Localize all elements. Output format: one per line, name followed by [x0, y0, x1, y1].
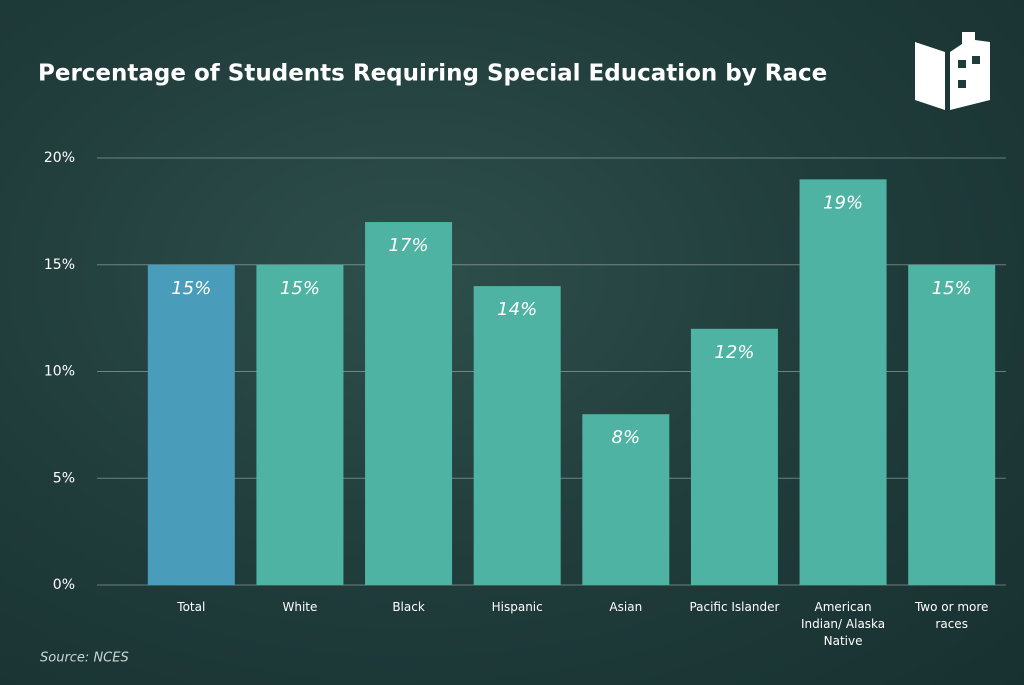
source: Source: NCES [40, 651, 129, 666]
y-tick-label: 0% [53, 577, 75, 593]
bar [365, 222, 453, 586]
x-tick-label: Hispanic [491, 600, 543, 614]
bar [799, 179, 887, 585]
logo [915, 32, 990, 110]
x-tick-label: Black [392, 600, 425, 614]
value-label: 12% [714, 342, 754, 363]
x-tick-label: Pacific Islander [689, 600, 780, 614]
value-label: 14% [497, 299, 537, 320]
x-tick-label: Two or more races [914, 600, 989, 631]
bar [908, 264, 996, 585]
y-tick-label: 15% [44, 257, 75, 273]
y-tick-label: 10% [44, 364, 75, 380]
y-tick-label: 5% [53, 470, 75, 486]
value-label: 8% [612, 427, 641, 448]
bar [690, 328, 778, 585]
value-label: 15% [932, 278, 972, 299]
value-label: 15% [280, 278, 320, 299]
value-label: 15% [171, 278, 211, 299]
y-tick-label: 20% [44, 150, 75, 166]
chart-title: Percentage of Students Requiring Special… [38, 61, 827, 87]
x-tick-label: White [282, 600, 318, 614]
bar [147, 264, 235, 585]
bar [582, 414, 670, 585]
x-tick-label: Asian [609, 600, 643, 614]
bar [256, 264, 344, 585]
x-tick-label: American Indian/ Alaska Native [800, 600, 886, 648]
x-tick-label: Total [177, 600, 206, 614]
value-label: 17% [389, 235, 429, 256]
value-label: 19% [823, 192, 863, 213]
bar [473, 286, 561, 585]
